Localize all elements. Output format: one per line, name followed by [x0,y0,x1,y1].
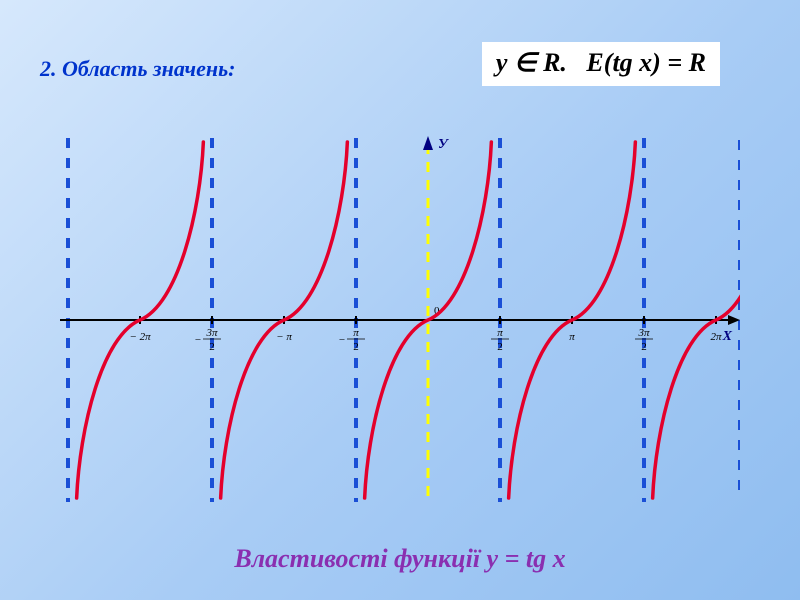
svg-text:− π: − π [276,331,292,343]
svg-text:− 2π: − 2π [129,331,151,343]
svg-text:X: X [722,329,733,344]
svg-text:−: − [195,334,201,346]
tangent-chart: УX0− 2π−3π2− π−π2π2π3π22π [60,120,740,520]
svg-text:У: У [438,137,450,152]
svg-text:3π: 3π [205,327,218,339]
svg-text:π: π [353,327,359,339]
svg-text:2: 2 [209,341,215,353]
svg-text:π: π [497,327,503,339]
svg-text:π: π [569,331,575,343]
svg-text:3π: 3π [637,327,650,339]
svg-text:−: − [339,334,345,346]
title-row: 2. Область значень: у ∈ R. E(tg x) = R [0,56,800,82]
svg-text:2: 2 [497,341,503,353]
slide-root: 2. Область значень: у ∈ R. E(tg x) = R У… [0,0,800,600]
range-formula: у ∈ R. E(tg x) = R [482,42,720,86]
chart-svg: УX0− 2π−3π2− π−π2π2π3π22π [60,120,740,520]
svg-text:2: 2 [353,341,359,353]
section-title: 2. Область значень: [40,56,235,82]
svg-text:2π: 2π [710,331,722,343]
footer-caption: Властивості функції y = tg x [0,544,800,574]
formula-text: у ∈ R. E(tg x) = R [496,48,706,77]
svg-text:2: 2 [641,341,647,353]
